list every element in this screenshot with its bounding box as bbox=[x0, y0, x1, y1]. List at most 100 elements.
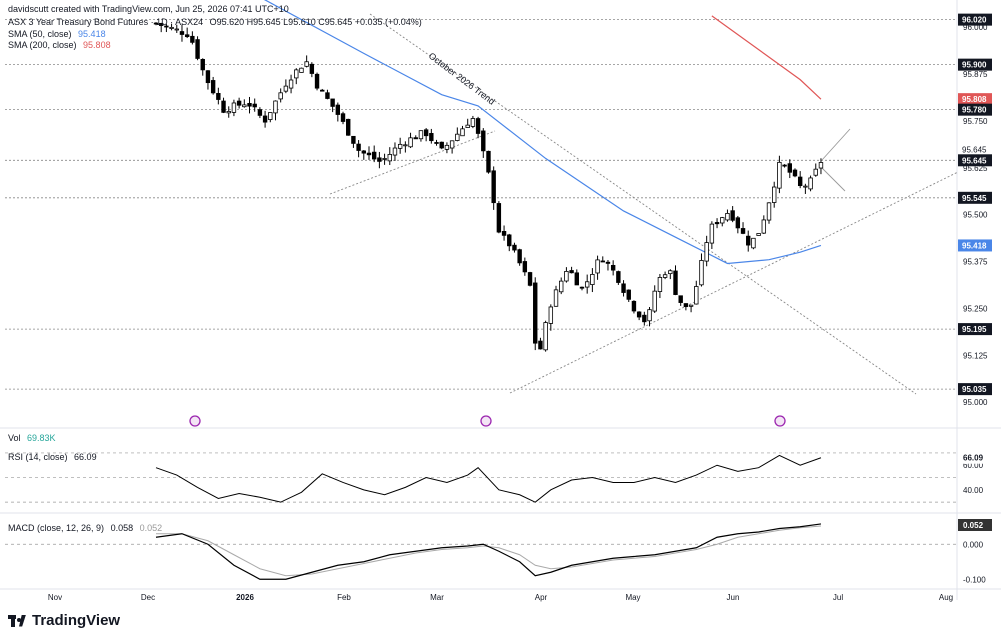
macd-legend[interactable]: MACD (close, 12, 26, 9) 0.058 0.052 bbox=[8, 523, 162, 533]
candle-body bbox=[377, 157, 382, 162]
candle-body bbox=[610, 264, 616, 271]
candle-body bbox=[621, 283, 626, 293]
candle-body bbox=[288, 79, 294, 89]
candle-body bbox=[413, 137, 418, 140]
candle-body bbox=[808, 177, 813, 190]
time-axis-tick: Aug bbox=[939, 593, 953, 602]
candle-body bbox=[657, 277, 663, 292]
price-axis-tick: 95.875 bbox=[963, 70, 988, 79]
macd-title: MACD (close, 12, 26, 9) bbox=[8, 523, 105, 533]
candle-body bbox=[195, 39, 200, 59]
volume-value: 69.83K bbox=[27, 433, 56, 443]
candle-body bbox=[777, 161, 782, 189]
candle-body bbox=[709, 223, 715, 244]
rsi-title: RSI (14, close) bbox=[8, 452, 68, 462]
candle-body bbox=[470, 118, 476, 127]
macd-pane: 0.000 -0.100 0.052 bbox=[5, 519, 992, 584]
candle-body bbox=[496, 203, 502, 233]
candle-body bbox=[662, 274, 668, 278]
support-trendline[interactable] bbox=[509, 171, 959, 394]
candle-body bbox=[216, 93, 221, 100]
candle-body bbox=[600, 260, 605, 263]
october-trendline[interactable] bbox=[369, 13, 917, 395]
candle-body bbox=[200, 59, 205, 71]
symbol-legend: ASX 3 Year Treasury Bond Futures · 1D · … bbox=[8, 17, 422, 27]
sma200-legend[interactable]: SMA (200, close) 95.808 bbox=[8, 40, 111, 50]
candle-body bbox=[153, 22, 159, 25]
rsi-pane: 60.00 40.00 66.09 bbox=[5, 451, 992, 503]
candle-body bbox=[626, 289, 631, 300]
rsi-value: 66.09 bbox=[74, 452, 97, 462]
price-tag bbox=[958, 154, 992, 167]
candle-body bbox=[236, 100, 242, 106]
candle-body bbox=[636, 311, 642, 318]
macd-signal-value: 0.052 bbox=[139, 523, 163, 533]
candle-body bbox=[548, 306, 554, 324]
candle-body bbox=[299, 67, 304, 73]
candle-body bbox=[278, 92, 283, 100]
price-tag bbox=[958, 13, 992, 26]
moving-averages bbox=[263, 0, 822, 265]
macd-axis-tick: 0.000 bbox=[963, 540, 984, 549]
candle-body bbox=[803, 185, 808, 188]
candle-body bbox=[382, 158, 387, 160]
tradingview-logo[interactable]: TradingView bbox=[8, 612, 120, 629]
candle-body bbox=[387, 154, 392, 162]
event-markers bbox=[189, 415, 786, 427]
price-tag bbox=[958, 383, 992, 396]
candle-body bbox=[475, 118, 481, 134]
candle-body bbox=[533, 282, 538, 344]
sma200-label: SMA (200, close) bbox=[8, 40, 77, 50]
candle-body bbox=[782, 164, 787, 167]
sma50-label: SMA (50, close) bbox=[8, 29, 72, 39]
trend-annotation-label: October 2026 Trend bbox=[427, 51, 497, 107]
price-tag-text: 95.545 bbox=[962, 194, 987, 203]
candle-body bbox=[184, 34, 190, 38]
sma200-line bbox=[711, 15, 822, 100]
candle-body bbox=[647, 309, 652, 322]
sma200-value: 95.808 bbox=[83, 40, 111, 50]
candle-body bbox=[756, 233, 761, 236]
candle-body bbox=[507, 234, 512, 247]
price-tag-text: 95.645 bbox=[962, 156, 987, 165]
volume-legend[interactable]: Vol 69.83K bbox=[8, 433, 56, 443]
candle-body bbox=[434, 142, 439, 144]
candle-body bbox=[486, 150, 491, 173]
candle-body bbox=[371, 151, 377, 160]
price-axis-tick: 95.125 bbox=[963, 351, 988, 360]
candle-body bbox=[460, 128, 465, 137]
candle-body bbox=[517, 249, 522, 264]
candle-body bbox=[361, 150, 366, 154]
trend-layer: October 2026 Trend bbox=[329, 13, 959, 395]
candle-body bbox=[704, 242, 709, 262]
candle-body bbox=[231, 102, 237, 113]
candle-body bbox=[678, 295, 683, 303]
candle-body bbox=[813, 168, 818, 176]
candle-body bbox=[595, 259, 600, 274]
candle-body bbox=[512, 244, 517, 251]
sma50-legend[interactable]: SMA (50, close) 95.418 bbox=[8, 29, 106, 39]
rsi-value-tag bbox=[958, 451, 992, 464]
price-tag-text: 95.035 bbox=[962, 385, 987, 394]
candle-body bbox=[423, 129, 429, 137]
candle-body bbox=[262, 115, 268, 123]
price-tag-text: 95.195 bbox=[962, 325, 987, 334]
candle-body bbox=[746, 235, 751, 246]
rsi-legend[interactable]: RSI (14, close) 66.09 bbox=[8, 452, 97, 462]
time-axis-tick: Dec bbox=[141, 593, 155, 602]
price-axis-tick: 95.250 bbox=[963, 304, 988, 313]
candle-body bbox=[481, 130, 486, 152]
candle-body bbox=[449, 140, 455, 149]
candle-body bbox=[340, 113, 346, 122]
candle-body bbox=[792, 169, 798, 177]
macd-value-tag-text: 0.052 bbox=[963, 521, 984, 530]
price-tag bbox=[958, 58, 992, 71]
candle-body bbox=[491, 170, 496, 204]
candle-body bbox=[429, 133, 434, 142]
candle-body bbox=[584, 281, 590, 288]
price-candles bbox=[153, 22, 824, 352]
lower-channel-line[interactable] bbox=[329, 130, 496, 195]
candle-body bbox=[642, 314, 647, 323]
candle-body bbox=[797, 176, 803, 187]
